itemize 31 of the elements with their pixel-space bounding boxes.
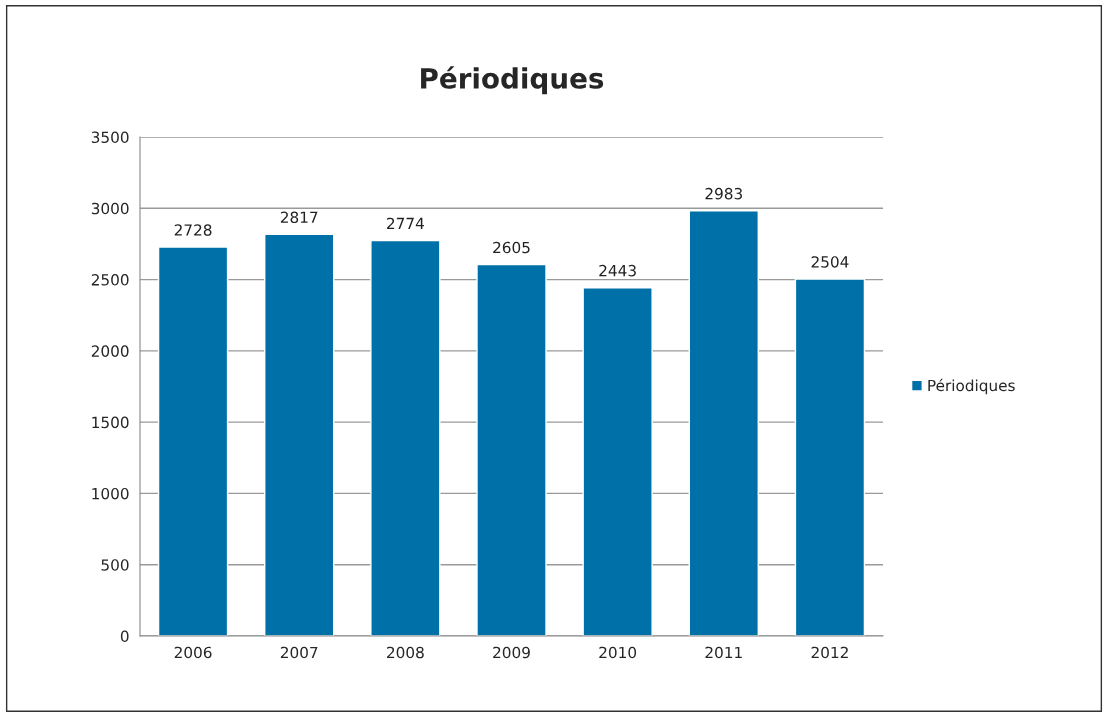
bar — [370, 239, 441, 636]
x-tick-label: 2009 — [493, 646, 530, 659]
data-label: 2728 — [174, 224, 212, 236]
y-tick-label: 3500 — [91, 131, 129, 144]
data-label: 2504 — [811, 256, 849, 268]
data-label: 2605 — [493, 241, 530, 254]
data-label: 2443 — [599, 264, 636, 277]
x-tick-label: 2012 — [811, 646, 848, 659]
y-tick-label: 1000 — [92, 487, 129, 500]
data-label: 2983 — [705, 187, 742, 200]
legend-label: Périodiques — [928, 378, 1015, 395]
bar — [582, 287, 653, 636]
y-tick-label: 3000 — [91, 202, 129, 215]
bar — [476, 263, 547, 636]
x-tick-label: 2011 — [705, 646, 742, 659]
x-tick-label: 2006 — [174, 646, 212, 659]
y-tick-label: 0 — [120, 630, 129, 643]
chart-title: Périodiques — [421, 66, 604, 95]
x-tick-label: 2010 — [599, 646, 637, 659]
x-tick-label: 2008 — [387, 646, 424, 659]
data-label: 2817 — [280, 211, 318, 224]
bar — [157, 246, 229, 636]
y-tick-label: 500 — [101, 559, 129, 571]
bar — [264, 233, 335, 636]
data-label: 2774 — [387, 217, 424, 229]
bar — [688, 210, 759, 636]
y-tick-label: 1500 — [92, 416, 129, 429]
x-tick-label: 2007 — [280, 646, 318, 659]
y-tick-label: 2000 — [91, 345, 129, 357]
y-tick-label: 2500 — [91, 274, 129, 286]
bar — [794, 278, 866, 636]
